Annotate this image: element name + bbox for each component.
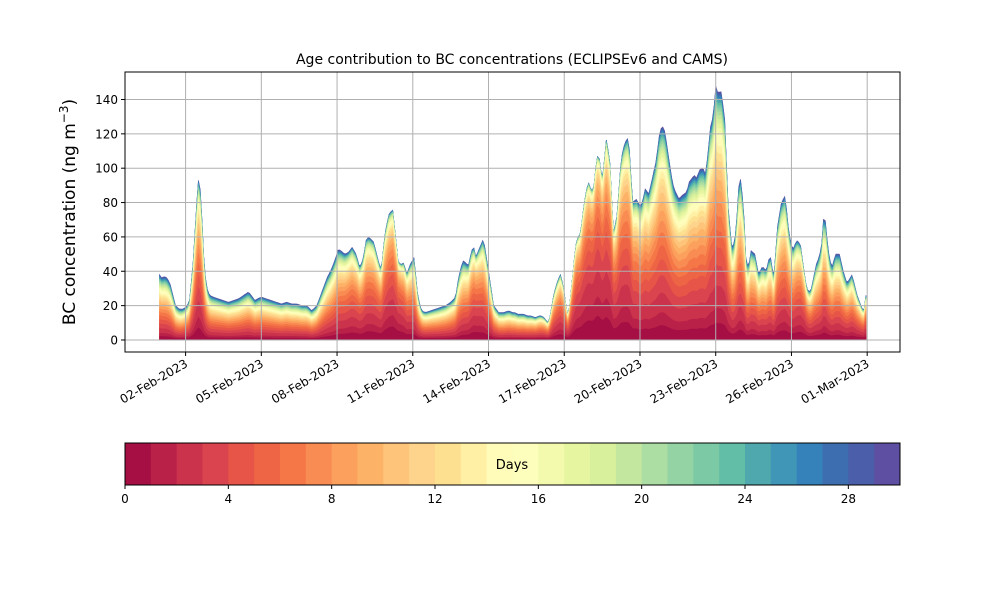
colorbar-band-19 [615,443,643,485]
x-tick-label: 17-Feb-2023 [496,356,569,406]
colorbar-band-23 [719,443,746,485]
colorbar-band-29 [874,443,901,485]
x-tick-label: 02-Feb-2023 [118,356,191,406]
colorbar-band-27 [822,443,849,485]
age-bin-area-0 [159,315,867,341]
colorbar-band-5 [254,443,281,485]
colorbar-band-15 [512,443,539,485]
plot-area: 0 20 40 60 80 100 120 140 02-Feb-2023 05-Feb-202… [95,71,901,407]
colorbar-band-22 [693,443,720,485]
plot-frame [124,71,901,353]
x-tick-label: 26-Feb-2023 [723,356,796,406]
y-tick-label: 140 [95,93,118,107]
colorbar-band-6 [280,443,307,485]
colorbar-band-24 [745,443,772,485]
x-tick-label: 23-Feb-2023 [648,356,721,406]
colorbar-band-10 [383,443,410,485]
colorbar-band-11 [409,443,436,485]
x-tick-label: 08-Feb-2023 [269,356,342,406]
colorbar-tick-label: 12 [427,492,442,506]
y-tick-label: 40 [103,265,118,279]
colorbar-tick-label: 8 [328,492,336,506]
colorbar: Days 0 4 8 12 16 20 24 28 [121,442,901,506]
y-axis-label-close: ) [60,99,80,106]
colorbar-band-7 [305,443,333,485]
colorbar-band-28 [848,443,875,485]
y-tick-label: 20 [103,299,118,313]
y-tick-label: 120 [95,127,118,141]
colorbar-band-0 [125,443,152,485]
colorbar-band-9 [357,443,384,485]
colorbar-band-2 [176,443,203,485]
colorbar-label: Days [496,458,529,473]
y-tick-label: 100 [95,162,118,176]
colorbar-band-21 [667,443,694,485]
colorbar-band-1 [150,443,178,485]
colorbar-band-8 [331,443,358,485]
x-tick-label: 14-Feb-2023 [420,356,493,406]
x-tick-label: 01-Mar-2023 [799,356,872,406]
x-tick-label: 11-Feb-2023 [345,356,418,406]
colorbar-band-16 [538,443,565,485]
colorbar-band-20 [641,443,668,485]
colorbar-ticks: 0 4 8 12 16 20 24 28 [121,485,856,506]
colorbar-bands [125,443,901,485]
y-tick-label: 60 [103,230,118,244]
stacked-areas [159,86,867,341]
x-tick-label: 05-Feb-2023 [193,356,266,406]
x-axis-ticks: 02-Feb-2023 05-Feb-2023 08-Feb-2023 11-Feb-… [118,352,872,407]
colorbar-band-14 [486,443,513,485]
y-tick-label: 80 [103,196,118,210]
colorbar-band-17 [564,443,591,485]
colorbar-tick-label: 24 [737,492,752,506]
colorbar-band-13 [460,443,488,485]
colorbar-tick-label: 20 [634,492,649,506]
x-tick-label: 20-Feb-2023 [572,356,645,406]
colorbar-tick-label: 0 [121,492,129,506]
colorbar-band-18 [590,443,617,485]
y-axis-label: BC concentration (ng m−3) [57,99,80,325]
colorbar-band-12 [435,443,462,485]
colorbar-band-3 [202,443,229,485]
y-axis-ticks: 0 20 40 60 80 100 120 140 [95,93,125,347]
colorbar-frame [124,442,901,486]
y-axis-label-main: BC concentration (ng m [60,123,80,325]
colorbar-tick-label: 16 [531,492,546,506]
colorbar-band-4 [228,443,255,485]
colorbar-band-26 [796,443,823,485]
colorbar-tick-label: 4 [225,492,233,506]
y-axis-label-superscript: −3 [57,105,71,123]
y-tick-label: 0 [110,333,118,347]
colorbar-tick-label: 28 [841,492,856,506]
colorbar-band-25 [770,443,798,485]
grid-lines [125,72,900,352]
chart-title: Age contribution to BC concentrations (E… [296,52,728,68]
